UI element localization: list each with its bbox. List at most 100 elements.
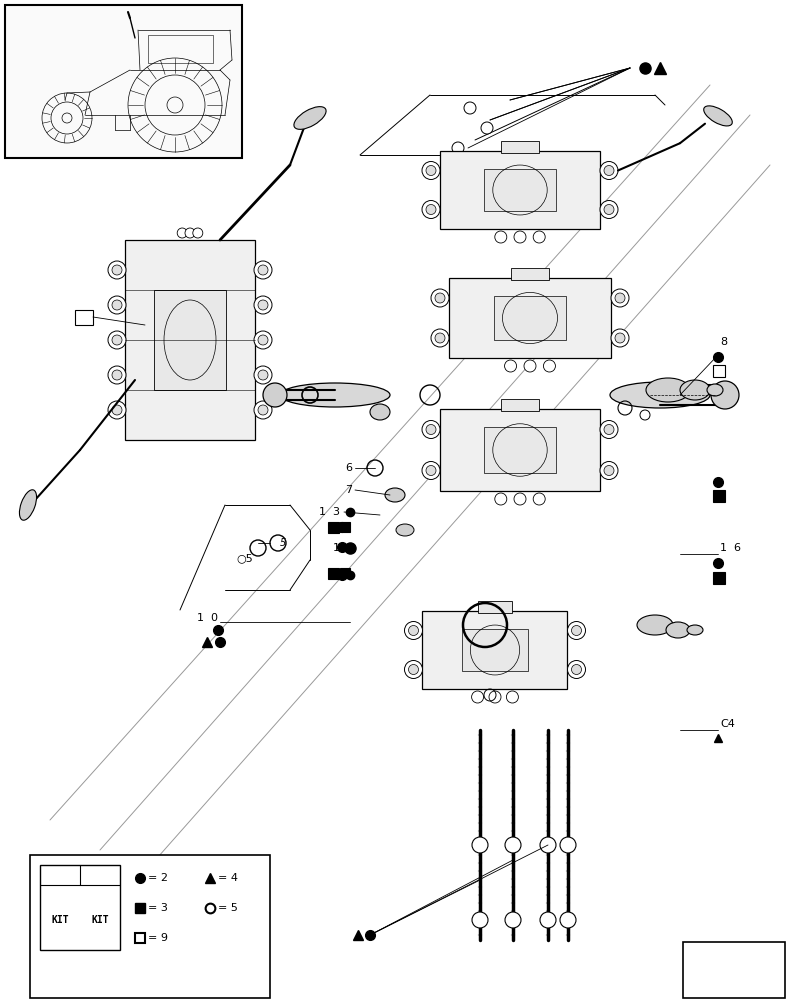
Circle shape: [431, 289, 449, 307]
Circle shape: [112, 265, 122, 275]
Circle shape: [540, 912, 556, 928]
Bar: [422, 611, 567, 689]
Circle shape: [435, 333, 445, 343]
Circle shape: [254, 331, 272, 349]
Circle shape: [472, 837, 488, 853]
Circle shape: [615, 333, 625, 343]
Ellipse shape: [280, 383, 390, 407]
Bar: [713, 365, 725, 377]
Text: 1  0: 1 0: [197, 613, 218, 623]
Circle shape: [404, 660, 422, 678]
Ellipse shape: [610, 382, 710, 408]
Circle shape: [514, 493, 526, 505]
Circle shape: [254, 261, 272, 279]
Circle shape: [108, 261, 126, 279]
Polygon shape: [688, 950, 780, 990]
Bar: [713, 490, 725, 502]
Bar: [501, 399, 539, 411]
Circle shape: [408, 626, 418, 636]
Circle shape: [426, 165, 436, 176]
Ellipse shape: [687, 625, 703, 635]
Circle shape: [422, 420, 440, 438]
Circle shape: [472, 912, 488, 928]
Circle shape: [185, 228, 195, 238]
Circle shape: [604, 466, 614, 476]
Bar: [328, 568, 339, 579]
Circle shape: [514, 231, 526, 243]
Bar: [40, 865, 120, 950]
Ellipse shape: [370, 404, 390, 420]
Circle shape: [504, 360, 517, 372]
Circle shape: [560, 912, 576, 928]
Circle shape: [600, 161, 618, 180]
Bar: [449, 278, 611, 358]
Circle shape: [604, 165, 614, 176]
Text: 1: 1: [333, 543, 340, 553]
Text: C4: C4: [720, 719, 735, 729]
Circle shape: [495, 493, 507, 505]
Bar: [713, 572, 725, 584]
Circle shape: [600, 420, 618, 438]
Bar: [154, 290, 225, 390]
Circle shape: [112, 405, 122, 415]
Circle shape: [452, 142, 464, 154]
Text: 4: 4: [333, 570, 340, 580]
Circle shape: [615, 293, 625, 303]
Ellipse shape: [385, 488, 405, 502]
Circle shape: [108, 296, 126, 314]
Circle shape: [604, 424, 614, 434]
Circle shape: [258, 300, 268, 310]
Bar: [5, 5, 242, 158]
Ellipse shape: [646, 378, 690, 402]
Text: = 3: = 3: [148, 903, 168, 913]
Circle shape: [108, 331, 126, 349]
Ellipse shape: [711, 381, 739, 409]
Bar: [340, 522, 350, 532]
Ellipse shape: [294, 107, 326, 129]
Circle shape: [108, 366, 126, 384]
Circle shape: [489, 691, 501, 703]
Circle shape: [560, 837, 576, 853]
Circle shape: [571, 664, 582, 674]
Circle shape: [404, 621, 422, 640]
Circle shape: [108, 401, 126, 419]
Text: = 2: = 2: [148, 873, 168, 883]
Bar: [484, 427, 556, 473]
Text: 2: 2: [333, 525, 340, 535]
Circle shape: [524, 360, 536, 372]
Ellipse shape: [396, 524, 414, 536]
Circle shape: [422, 161, 440, 180]
Circle shape: [258, 335, 268, 345]
Bar: [75, 310, 93, 325]
Circle shape: [567, 621, 585, 640]
Circle shape: [112, 300, 122, 310]
Circle shape: [505, 912, 521, 928]
Circle shape: [571, 626, 582, 636]
Bar: [440, 409, 600, 491]
Bar: [478, 601, 512, 613]
Circle shape: [258, 405, 268, 415]
Circle shape: [544, 360, 556, 372]
Text: 8: 8: [720, 337, 727, 347]
Circle shape: [600, 200, 618, 219]
Bar: [511, 268, 549, 280]
Circle shape: [600, 462, 618, 480]
Circle shape: [507, 691, 519, 703]
Circle shape: [611, 289, 629, 307]
Bar: [340, 568, 350, 578]
Circle shape: [505, 837, 521, 853]
Text: KIT: KIT: [51, 915, 69, 925]
Text: KIT: KIT: [91, 915, 109, 925]
Circle shape: [112, 370, 122, 380]
Bar: [463, 629, 528, 671]
Circle shape: [254, 296, 272, 314]
Text: 7: 7: [345, 485, 352, 495]
Text: ○5: ○5: [236, 553, 253, 563]
Circle shape: [408, 664, 418, 674]
Bar: [493, 296, 567, 340]
Ellipse shape: [707, 384, 723, 396]
Circle shape: [611, 329, 629, 347]
Bar: [125, 240, 255, 440]
Bar: [30, 855, 270, 998]
Bar: [328, 522, 339, 533]
